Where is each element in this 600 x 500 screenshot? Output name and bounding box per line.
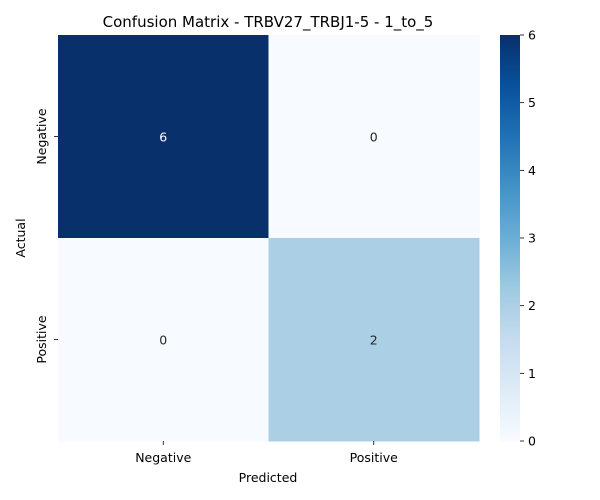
colorbar-tick-label: 1: [528, 366, 536, 381]
heatmap-cell: [58, 35, 269, 239]
heatmap-cell-value: 0: [370, 130, 378, 145]
y-tick-label: Positive: [34, 315, 49, 363]
colorbar-tick-label: 2: [528, 298, 536, 313]
heatmap-cell-value: 0: [159, 333, 167, 348]
colorbar-tick-label: 4: [528, 163, 536, 178]
colorbar: [500, 35, 520, 441]
x-axis-label: Predicted: [239, 470, 298, 485]
heatmap-cell-value: 2: [370, 333, 378, 348]
colorbar-tick-label: 3: [528, 231, 536, 246]
heatmap-cell-labels: 6 0 0 2: [159, 130, 378, 348]
colorbar-tick-label: 0: [528, 434, 536, 449]
x-tick-label: Positive: [350, 450, 398, 465]
y-axis-ticks: Negative Positive: [34, 108, 58, 364]
y-tick-label: Negative: [34, 108, 49, 164]
colorbar-tick-label: 5: [528, 95, 536, 110]
y-axis-label: Actual: [13, 218, 28, 257]
heatmap-cell: [58, 238, 269, 442]
heatmap-cell: [268, 238, 480, 442]
heatmap-cell: [268, 35, 480, 239]
chart-title: Confusion Matrix - TRBV27_TRBJ1-5 - 1_to…: [103, 13, 434, 32]
x-axis-ticks: Negative Positive: [135, 441, 398, 465]
heatmap-cells: [58, 35, 480, 442]
colorbar-ticks: 0 1 2 3 4 5 6: [520, 28, 536, 449]
x-tick-label: Negative: [135, 450, 191, 465]
colorbar-tick-label: 6: [528, 28, 536, 43]
heatmap-cell-value: 6: [159, 130, 167, 145]
